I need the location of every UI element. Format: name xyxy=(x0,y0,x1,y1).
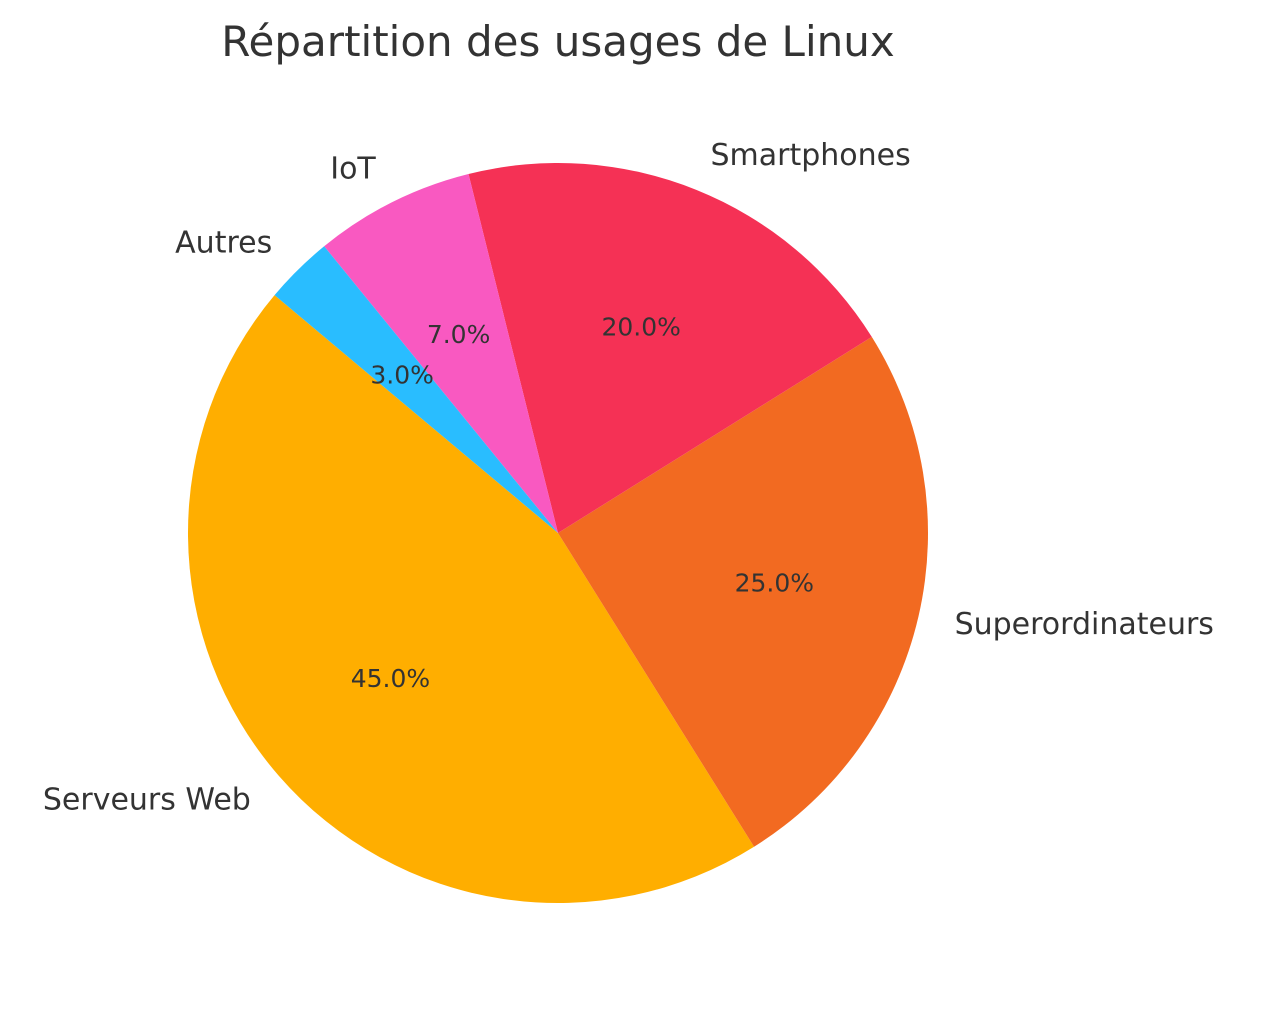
pct-label-smartphones: 20.0% xyxy=(601,313,680,342)
pct-label-superordinateurs: 25.0% xyxy=(735,568,814,597)
pct-label-autres: 3.0% xyxy=(370,360,434,389)
pie-slice-autres xyxy=(274,246,558,533)
pie-slice-superordinateurs xyxy=(558,336,929,847)
percentage-labels: 45.0% 25.0% 20.0% 7.0% 3.0% xyxy=(351,313,814,693)
pct-label-iot: 7.0% xyxy=(427,320,491,349)
slice-label-smartphones: Smartphones xyxy=(710,138,910,173)
pct-label-serveurs-web: 45.0% xyxy=(351,664,430,693)
slice-label-autres: Autres xyxy=(175,226,272,261)
slice-label-superordinateurs: Superordinateurs xyxy=(955,607,1214,642)
slice-labels: Serveurs Web Superordinateurs Smartphones I… xyxy=(43,138,1214,817)
pie-slice-serveurs-web xyxy=(187,295,755,904)
slice-label-serveurs-web: Serveurs Web xyxy=(43,783,251,818)
slice-label-iot: IoT xyxy=(330,152,376,187)
pie-slice-smartphones xyxy=(468,162,872,533)
pie-slice-iot xyxy=(324,173,558,534)
chart-title: Répartition des usages de Linux xyxy=(221,17,894,66)
pie-slices xyxy=(187,162,929,904)
